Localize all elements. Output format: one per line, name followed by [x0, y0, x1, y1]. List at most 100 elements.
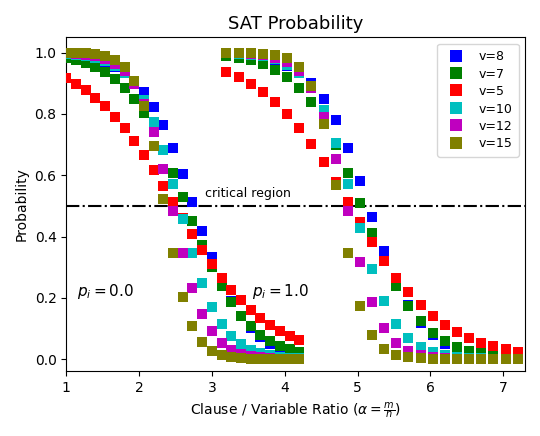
v=12: [246, 352, 255, 359]
v=10: [285, 354, 294, 361]
v=12: [111, 60, 119, 67]
Point: [441, 322, 449, 329]
Point: [259, 50, 267, 57]
Point: [356, 177, 364, 184]
Point: [222, 50, 231, 57]
v=5: [62, 75, 71, 82]
v=15: [237, 355, 245, 362]
Point: [404, 302, 413, 309]
Point: [453, 355, 461, 362]
Point: [465, 354, 474, 361]
v=5: [256, 315, 265, 322]
Point: [404, 347, 413, 354]
v=7: [72, 57, 80, 64]
v=10: [159, 147, 168, 154]
Point: [319, 121, 328, 128]
v=10: [237, 341, 245, 348]
Point: [222, 49, 231, 56]
Point: [234, 49, 243, 56]
Point: [514, 348, 522, 355]
Point: [368, 298, 376, 305]
Point: [501, 355, 510, 362]
v=15: [198, 339, 206, 346]
Point: [295, 125, 303, 132]
Point: [234, 54, 243, 61]
v=5: [217, 274, 226, 281]
v=7: [237, 312, 245, 319]
v=5: [91, 94, 100, 101]
Point: [283, 61, 292, 68]
v=5: [237, 297, 245, 304]
Point: [477, 350, 485, 357]
v=8: [62, 51, 71, 58]
v=10: [140, 97, 149, 104]
v=10: [295, 355, 303, 362]
Point: [332, 117, 340, 124]
Point: [428, 354, 437, 361]
v=7: [140, 110, 149, 117]
v=7: [169, 169, 178, 176]
Point: [307, 85, 316, 92]
Point: [501, 353, 510, 360]
v=10: [150, 119, 158, 126]
v=12: [72, 51, 80, 58]
v=7: [91, 64, 100, 71]
Point: [392, 274, 401, 281]
v=12: [256, 354, 265, 361]
v=12: [150, 129, 158, 136]
Point: [441, 337, 449, 344]
v=10: [130, 81, 139, 88]
v=5: [198, 246, 206, 253]
v=7: [150, 127, 158, 134]
Point: [259, 54, 267, 61]
v=12: [130, 81, 139, 88]
Point: [380, 248, 389, 255]
v=7: [217, 283, 226, 290]
v=5: [178, 215, 187, 221]
Point: [343, 250, 352, 257]
Point: [404, 335, 413, 342]
X-axis label: Clause / Variable Ratio ($\alpha=\frac{m}{n}$): Clause / Variable Ratio ($\alpha=\frac{m…: [190, 401, 401, 421]
Point: [489, 353, 498, 360]
v=5: [82, 87, 90, 94]
Point: [246, 57, 255, 64]
v=12: [266, 354, 274, 361]
Text: $p_i = 0.0$: $p_i = 0.0$: [77, 282, 134, 301]
v=10: [62, 51, 71, 58]
Point: [489, 355, 498, 362]
Point: [246, 80, 255, 87]
Point: [453, 343, 461, 350]
Point: [295, 68, 303, 75]
v=15: [150, 143, 158, 150]
v=8: [169, 145, 178, 152]
Point: [332, 156, 340, 163]
Point: [514, 356, 522, 363]
Point: [343, 180, 352, 187]
Y-axis label: Probability: Probability: [15, 167, 29, 241]
Point: [416, 318, 425, 325]
Point: [441, 354, 449, 361]
v=8: [130, 78, 139, 85]
Point: [489, 356, 498, 363]
Point: [307, 99, 316, 106]
Point: [307, 141, 316, 148]
v=15: [101, 53, 110, 60]
Point: [416, 355, 425, 362]
Point: [307, 82, 316, 89]
Point: [319, 118, 328, 125]
v=8: [227, 297, 235, 304]
v=10: [178, 216, 187, 223]
Point: [380, 346, 389, 353]
Point: [222, 51, 231, 58]
Point: [271, 99, 279, 106]
v=10: [101, 58, 110, 65]
v=12: [227, 346, 235, 353]
Point: [246, 51, 255, 58]
v=15: [285, 356, 294, 363]
Point: [441, 352, 449, 359]
Point: [234, 51, 243, 58]
v=15: [159, 195, 168, 202]
Point: [246, 50, 255, 57]
Point: [319, 107, 328, 114]
Point: [259, 89, 267, 95]
